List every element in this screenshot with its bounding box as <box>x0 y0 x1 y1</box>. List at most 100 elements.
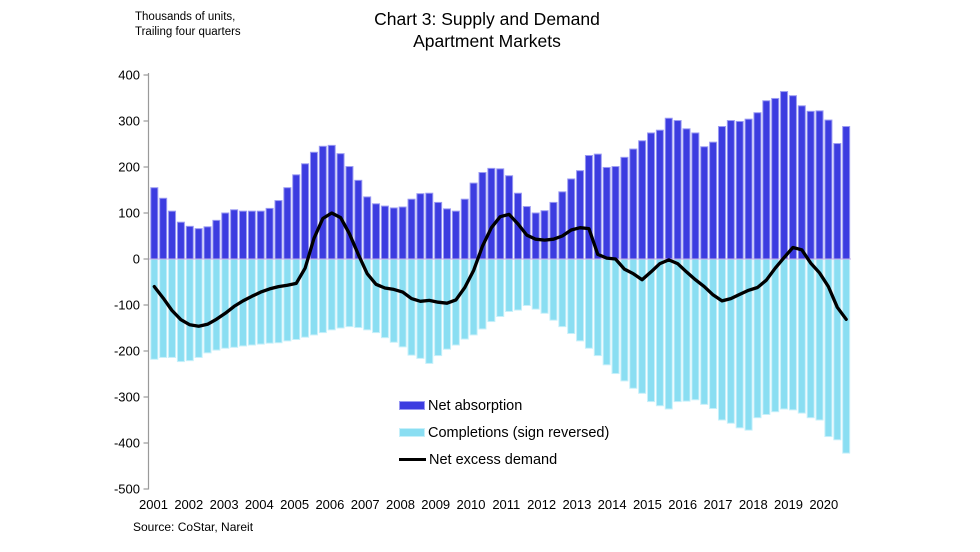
bar-net-absorption <box>292 174 301 260</box>
bar-completions <box>336 258 345 329</box>
x-tick-label: 2005 <box>280 497 309 512</box>
bar-completions <box>584 258 593 349</box>
bar-completions <box>549 258 558 321</box>
bar-completions <box>664 258 673 410</box>
bar-completions <box>620 258 629 382</box>
x-tick-label: 2010 <box>457 497 486 512</box>
legend-label: Net excess demand <box>429 451 558 468</box>
bar-net-absorption <box>717 126 726 260</box>
bar-net-absorption <box>460 198 469 260</box>
bar-net-absorption <box>576 170 585 260</box>
bar-net-absorption <box>788 95 797 260</box>
x-tick-label: 2016 <box>668 497 697 512</box>
bar-completions <box>700 258 709 405</box>
bar-completions <box>150 258 159 360</box>
bar-completions <box>505 258 514 312</box>
chart-title-line1: Chart 3: Supply and Demand <box>374 9 600 29</box>
axis-units-note-line1: Thousands of units, <box>135 11 236 23</box>
bar-net-absorption <box>735 120 744 260</box>
bar-net-absorption <box>638 140 647 260</box>
source-note: Source: CoStar, Nareit <box>133 520 254 534</box>
x-tick-label: 2013 <box>562 497 591 512</box>
bar-completions <box>265 258 274 344</box>
bars-completions <box>150 258 851 454</box>
bar-completions <box>540 258 549 314</box>
bar-net-absorption <box>318 145 327 260</box>
bar-net-absorption <box>159 197 168 260</box>
bar-completions <box>176 258 185 363</box>
bar-net-absorption <box>842 126 851 260</box>
bar-net-absorption <box>345 166 354 260</box>
bar-net-absorption <box>389 207 398 260</box>
bar-completions <box>771 258 780 413</box>
bar-net-absorption <box>265 207 274 260</box>
legend-label: Net absorption <box>428 397 523 414</box>
x-tick-label: 2008 <box>386 497 415 512</box>
bar-completions <box>673 258 682 403</box>
bar-completions <box>513 258 522 311</box>
bar-completions <box>842 258 851 454</box>
x-tick-label: 2014 <box>598 497 627 512</box>
x-axis-labels: 2001 2002 2003 2004 2005 2006 2007 2008 2009 2010… <box>139 497 838 512</box>
bar-completions <box>478 258 487 330</box>
bar-completions <box>744 258 753 431</box>
bar-completions <box>655 258 664 407</box>
bar-completions <box>380 258 389 339</box>
bar-net-absorption <box>815 110 824 260</box>
bar-completions <box>753 258 762 419</box>
bar-completions <box>221 258 230 349</box>
bar-completions <box>593 258 602 357</box>
bar-net-absorption <box>469 182 478 260</box>
bar-net-absorption <box>762 100 771 260</box>
bars-net-absorption <box>150 91 851 260</box>
net-absorption-swatch-icon <box>399 401 425 410</box>
bar-net-absorption <box>744 118 753 260</box>
y-tick-label: -300 <box>114 390 140 405</box>
bar-net-absorption <box>797 105 806 260</box>
bar-net-absorption <box>584 155 593 260</box>
net-excess-demand-line <box>152 211 848 328</box>
bar-completions <box>425 258 434 364</box>
bar-completions <box>806 258 815 419</box>
bar-completions <box>185 258 194 362</box>
bar-completions <box>194 258 203 358</box>
bar-completions <box>309 258 318 336</box>
bar-net-absorption <box>247 210 256 260</box>
bar-net-absorption <box>301 163 310 260</box>
bar-completions <box>709 258 718 409</box>
bar-completions <box>398 258 407 348</box>
x-tick-label: 2017 <box>704 497 733 512</box>
x-tick-label: 2007 <box>351 497 380 512</box>
bar-net-absorption <box>434 201 443 260</box>
axis-units-note: Thousands of units, Trailing four quarte… <box>135 10 241 39</box>
legend: Net absorption Completions (sign reverse… <box>399 392 609 473</box>
bar-net-absorption <box>682 128 691 260</box>
bar-completions <box>372 258 381 334</box>
bar-net-absorption <box>540 210 549 260</box>
bar-completions <box>788 258 797 411</box>
x-tick-label: 2009 <box>421 497 450 512</box>
bar-completions <box>327 258 336 331</box>
bar-completions <box>159 258 168 358</box>
bar-completions <box>602 258 611 366</box>
bar-completions <box>274 258 283 344</box>
bar-completions <box>203 258 212 354</box>
bar-net-absorption <box>372 203 381 260</box>
bar-completions <box>434 258 443 357</box>
bar-net-absorption <box>673 120 682 260</box>
x-tick-label: 2002 <box>174 497 203 512</box>
bar-net-absorption <box>531 212 540 260</box>
bar-net-absorption <box>203 226 212 260</box>
bar-net-absorption <box>824 119 833 260</box>
y-tick-label: 0 <box>133 252 140 267</box>
bar-net-absorption <box>425 192 434 260</box>
net-excess-demand-line-swatch-icon <box>399 457 426 462</box>
bar-completions <box>567 258 576 335</box>
x-tick-label: 2018 <box>739 497 768 512</box>
bar-net-absorption <box>239 210 247 260</box>
bar-net-absorption <box>443 208 452 260</box>
bar-net-absorption <box>168 210 177 260</box>
bar-completions <box>558 258 567 328</box>
